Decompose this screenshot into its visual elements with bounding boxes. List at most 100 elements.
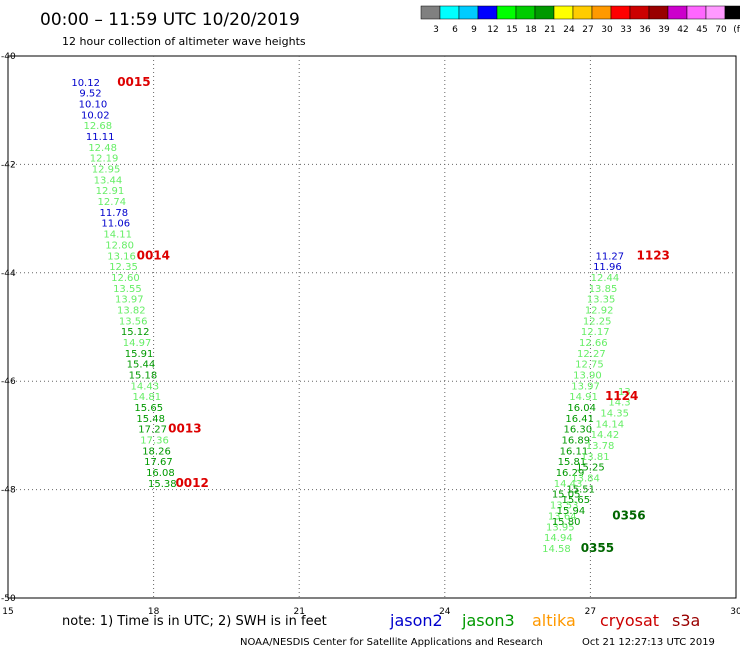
y-tick-label: -42 (1, 160, 16, 170)
wave-height-point: 12.35 (109, 262, 138, 273)
wave-height-point: 11.11 (86, 132, 115, 143)
satellite-name: altika (532, 611, 576, 630)
wave-height-point: 12.74 (98, 197, 127, 208)
wave-height-point: 12.17 (581, 327, 610, 338)
legend-label: 45 (696, 25, 707, 35)
footer-note: note: 1) Time is in UTC; 2) SWH is in fe… (62, 614, 327, 629)
wave-height-point: 13.97 (571, 381, 600, 392)
wave-height-point: 15.91 (125, 349, 154, 360)
wave-height-point: 12.27 (577, 349, 606, 360)
pass-time-label: 0014 (137, 248, 170, 262)
legend-swatch (648, 5, 669, 20)
legend-swatch (534, 5, 555, 20)
wave-height-point: 17.67 (144, 457, 173, 468)
pass-time-label: 0013 (168, 422, 201, 436)
footer-timestamp: Oct 21 12:27:13 UTC 2019 (582, 637, 715, 648)
wave-height-point: 12.75 (575, 360, 604, 371)
pass-time-label: 0355 (581, 541, 614, 555)
pass-time-label: 0015 (117, 75, 150, 89)
time-labels: 0015 0014 0013 0012 1123 1124 0356 0355 (117, 75, 670, 555)
data-points: 10.129.5210.1010.0212.6811.1112.4812.191… (71, 78, 630, 555)
wave-height-point: 16.89 (562, 436, 591, 447)
legend-label: 27 (582, 25, 593, 35)
y-tick-label: -46 (1, 377, 16, 387)
wave-height-point: 10.12 (71, 78, 100, 89)
wave-height-point: 12.60 (111, 273, 140, 284)
y-tick-label: -50 (1, 594, 16, 604)
legend-swatch (496, 5, 517, 20)
wave-height-point: 14.58 (542, 544, 571, 555)
legend-swatch (553, 5, 574, 20)
wave-height-point: 15.25 (576, 463, 605, 474)
x-tick-label: 21 (293, 607, 304, 617)
legend-label: 9 (471, 25, 477, 35)
chart-subtitle: 12 hour collection of altimeter wave hei… (62, 35, 306, 48)
legend-swatch (705, 5, 726, 20)
wave-height-point: 13.55 (113, 284, 142, 295)
wave-height-point: 15.65 (562, 495, 591, 506)
wave-height-point: 13.97 (115, 295, 144, 306)
wave-height-point: 16.04 (567, 403, 596, 414)
pass-time-label: 1123 (637, 248, 670, 262)
wave-height-point: 10.10 (79, 99, 108, 110)
chart-title: 00:00 – 11:59 UTC 10/20/2019 (40, 10, 300, 30)
legend-swatch (420, 5, 441, 20)
wave-height-point: 15.38 (148, 479, 177, 490)
legend-swatch (629, 5, 650, 20)
satellite-name: jason3 (461, 611, 515, 630)
wave-height-point: 13 (618, 387, 631, 398)
wave-height-point: 14.42 (591, 430, 620, 441)
legend-label: 70 (715, 25, 727, 35)
wave-height-point: 14.97 (123, 338, 152, 349)
wave-height-point: 17.27 (138, 425, 167, 436)
legend-label: 39 (658, 25, 670, 35)
wave-height-point: 12.95 (92, 165, 121, 176)
satellite-name: s3a (672, 611, 700, 630)
wave-height-point: 12.25 (583, 316, 612, 327)
wave-height-point: 11.78 (99, 208, 128, 219)
pass-time-label: 0012 (175, 476, 208, 490)
legend-swatch (610, 5, 631, 20)
x-tick-label: 30 (730, 607, 740, 617)
axis-tick-labels: 15 18 21 24 27 30 -40 -42 -44 -46 -48 -50 (1, 52, 740, 617)
grid-lines (8, 56, 736, 598)
legend-swatch (724, 5, 740, 20)
satellite-name: cryosat (600, 611, 659, 630)
wave-height-point: 14.43 (131, 381, 160, 392)
legend-label: 33 (620, 25, 631, 35)
wave-height-point: 10.02 (81, 110, 110, 121)
x-tick-label: 27 (585, 607, 596, 617)
wave-height-point: 16.11 (560, 446, 589, 457)
wave-height-point: 13.95 (546, 522, 575, 533)
wave-height-point: 13.90 (573, 370, 602, 381)
legend-label: 18 (525, 25, 537, 35)
wave-height-point: 12.19 (90, 154, 119, 165)
wave-height-point: 15.48 (136, 414, 165, 425)
wave-height-point: 15.12 (121, 327, 150, 338)
wave-height-point: 16.08 (146, 468, 175, 479)
wave-height-point: 17.36 (140, 436, 169, 447)
wave-height-point: 12.66 (579, 338, 608, 349)
wave-height-point: 13.82 (117, 305, 146, 316)
wave-height-point: 18.26 (142, 446, 171, 457)
wave-height-point: 14.94 (544, 533, 573, 544)
legend-label: 24 (563, 25, 575, 35)
footer-credit: NOAA/NESDIS Center for Satellite Applica… (240, 637, 543, 648)
legend-label: 15 (506, 25, 517, 35)
wave-height-point: 16.41 (565, 414, 594, 425)
legend-label: 36 (639, 25, 651, 35)
wave-height-point: 12.92 (585, 305, 614, 316)
y-tick-label: -44 (1, 269, 16, 279)
legend-label: 3 (433, 25, 439, 35)
legend-swatch (458, 5, 479, 20)
x-tick-label: 24 (439, 607, 451, 617)
wave-height-point: 14.43 (554, 479, 583, 490)
wave-height-point: 13.85 (589, 284, 618, 295)
wave-height-point: 9.52 (79, 89, 101, 100)
wave-height-point: 15.80 (552, 517, 581, 528)
wave-height-point: 15.65 (134, 403, 163, 414)
wave-height-point: 12.80 (105, 240, 134, 251)
wave-height-point: 14.3 (608, 398, 630, 409)
